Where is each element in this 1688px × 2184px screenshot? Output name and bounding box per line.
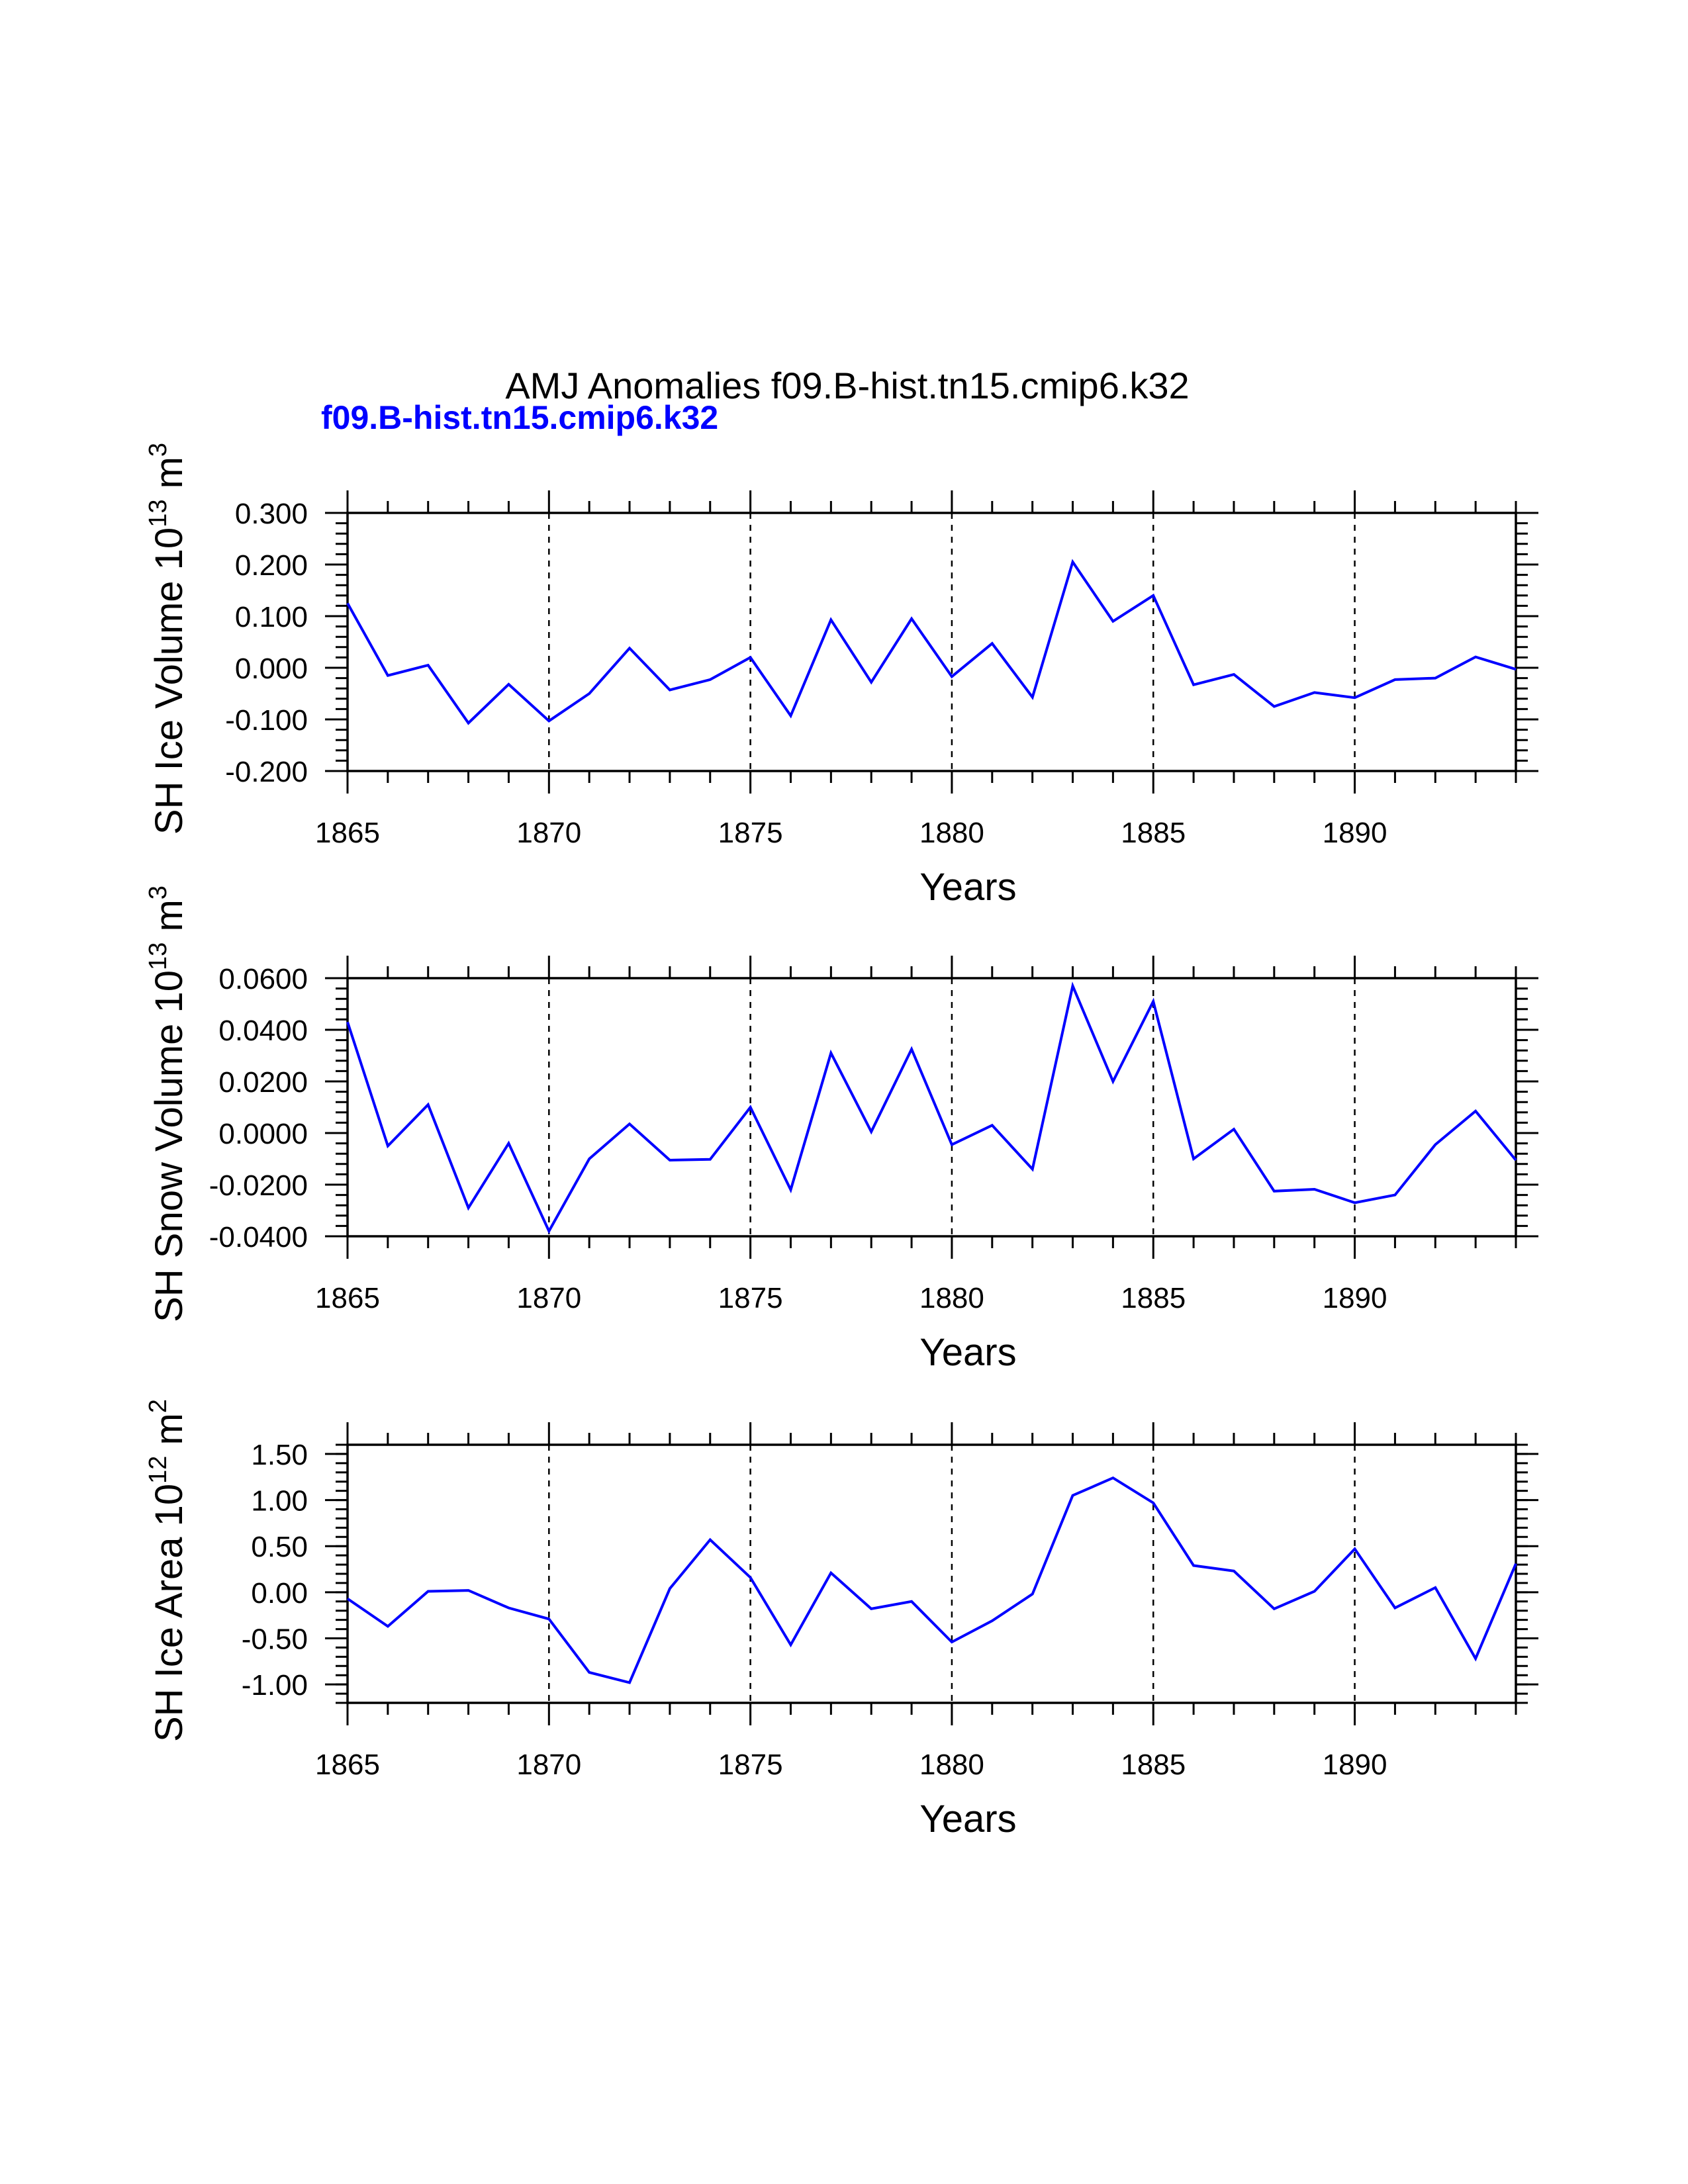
x-axis-label: Years (919, 1797, 1016, 1841)
y-tick-label: 1.50 (251, 1439, 308, 1471)
x-tick-label: 1885 (1121, 817, 1186, 849)
y-tick-label: 0.200 (235, 549, 308, 582)
y-tick-label: 0.300 (235, 498, 308, 530)
y-tick-label: -0.50 (242, 1623, 308, 1656)
y-axis-label: SH Ice Volume 1013 m3 (144, 443, 191, 835)
x-tick-label: 1890 (1323, 1282, 1387, 1314)
x-tick-label: 1870 (516, 1282, 581, 1314)
x-tick-label: 1875 (718, 1282, 783, 1314)
y-tick-label: 1.00 (251, 1485, 308, 1518)
x-tick-label: 1870 (516, 817, 581, 849)
y-axis-label: SH Snow Volume 1013 m3 (144, 886, 191, 1322)
plot-frame (346, 1443, 1517, 1704)
ice-area-panel: 1865 1870 1875 1880 1885 1890 -1.00 -0.50 0.00 0.… (144, 1399, 1538, 1841)
y-tick-label: 0.000 (235, 653, 308, 685)
y-tick-label: 0.50 (251, 1531, 308, 1563)
y-tick-label: 0.0200 (218, 1066, 308, 1099)
y-tick-label: -0.0400 (209, 1221, 308, 1253)
x-tick-label: 1885 (1121, 1282, 1186, 1314)
x-tick-label: 1865 (315, 1282, 380, 1314)
y-tick-label: -0.200 (225, 756, 308, 788)
plot-frame (346, 512, 1517, 772)
y-tick-label: 0.100 (235, 601, 308, 633)
y-tick-label: -1.00 (242, 1669, 308, 1702)
y-tick-label: 0.0600 (218, 963, 308, 995)
x-tick-label: 1870 (516, 1749, 581, 1781)
x-axis-label: Years (919, 1331, 1016, 1374)
ice-volume-panel: 1865 1870 1875 1880 1885 1890 -0.200 -0.100 0.00… (144, 443, 1538, 909)
x-axis-label: Years (919, 866, 1016, 909)
x-tick-label: 1865 (315, 1749, 380, 1781)
chart-title: AMJ Anomalies f09.B-hist.tn15.cmip6.k32 (505, 365, 1189, 406)
y-axis-label: SH Ice Area 1012 m2 (144, 1399, 191, 1742)
x-tick-label: 1890 (1323, 817, 1387, 849)
y-tick-label: 0.0400 (218, 1015, 308, 1047)
x-tick-label: 1875 (718, 817, 783, 849)
x-tick-label: 1880 (919, 1749, 984, 1781)
series-subtitle: f09.B-hist.tn15.cmip6.k32 (321, 399, 718, 436)
y-tick-label: 0.0000 (218, 1118, 308, 1150)
x-tick-label: 1875 (718, 1749, 783, 1781)
x-tick-label: 1885 (1121, 1749, 1186, 1781)
x-tick-label: 1880 (919, 817, 984, 849)
y-tick-label: 0.00 (251, 1577, 308, 1610)
series-line (346, 1476, 1517, 1684)
y-tick-label: -0.100 (225, 704, 308, 737)
x-tick-label: 1890 (1323, 1749, 1387, 1781)
x-tick-label: 1865 (315, 817, 380, 849)
series-line (346, 981, 1517, 1234)
y-tick-label: -0.0200 (209, 1169, 308, 1202)
x-tick-label: 1880 (919, 1282, 984, 1314)
series-line (346, 559, 1517, 725)
snow-volume-panel: 1865 1870 1875 1880 1885 1890 -0.0400 -0.0200 0.… (144, 886, 1538, 1374)
plot-frame (346, 977, 1517, 1238)
